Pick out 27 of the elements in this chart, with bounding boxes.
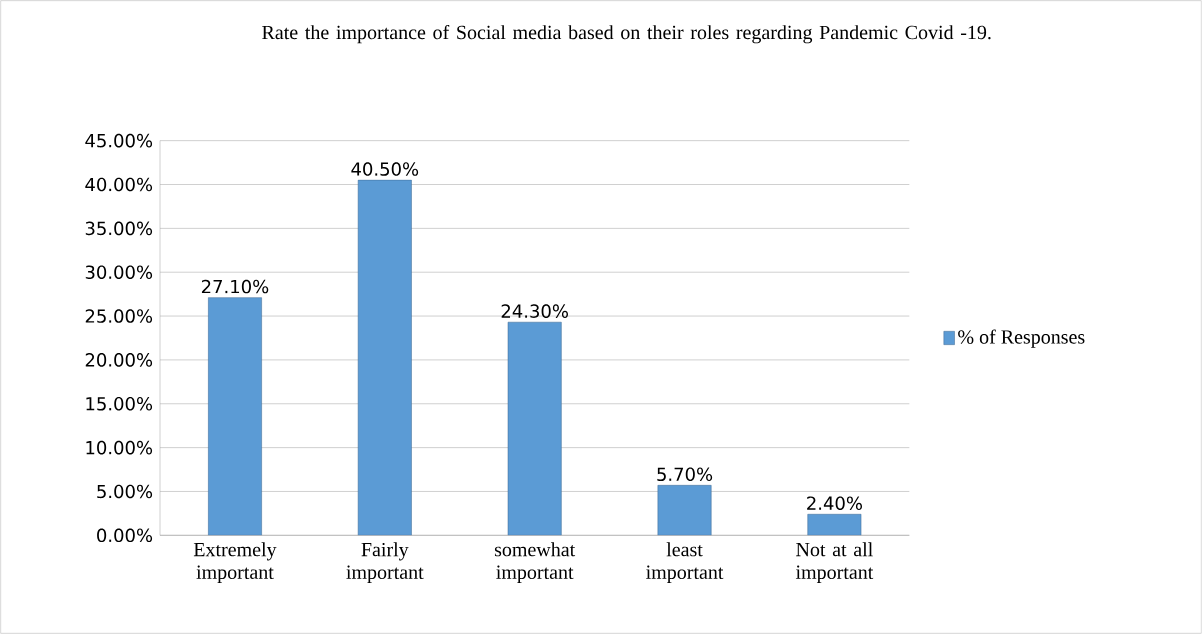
data-label: 5.70% [657,467,713,482]
y-tick-label: 35.00% [85,221,153,236]
bar [357,179,412,536]
y-tick-label: 20.00% [85,353,153,367]
x-tick-label: somewhat important [494,542,576,584]
y-tick-label: 10.00% [86,440,153,455]
legend-label: % of Responses [958,329,1085,348]
chart-title: Rate the importance of Social media based on their roles regarding Pandemic Covid -19. [262,24,991,44]
x-tick-label: Extremely important [193,542,277,584]
x-tick-label: Fairly important [346,542,424,584]
bar [657,485,712,536]
data-label: 24.30% [501,304,568,318]
y-tick-label: 45.00% [85,133,153,148]
y-tick-label: 5.00% [97,484,153,499]
y-tick-label: 15.00% [86,396,153,411]
data-label: 27.10% [201,279,269,294]
y-tick-label: 25.00% [85,309,153,323]
y-tick-label: 30.00% [85,265,153,280]
y-tick-label: 0.00% [97,528,153,543]
bar [507,321,562,536]
bar [208,297,262,536]
bar [807,514,862,536]
x-tick-label: least important [646,542,724,584]
data-label: 40.50% [351,162,419,176]
y-tick-label: 40.00% [85,177,153,192]
data-label: 2.40% [807,496,862,510]
x-tick-label: Not at all important [795,542,874,584]
